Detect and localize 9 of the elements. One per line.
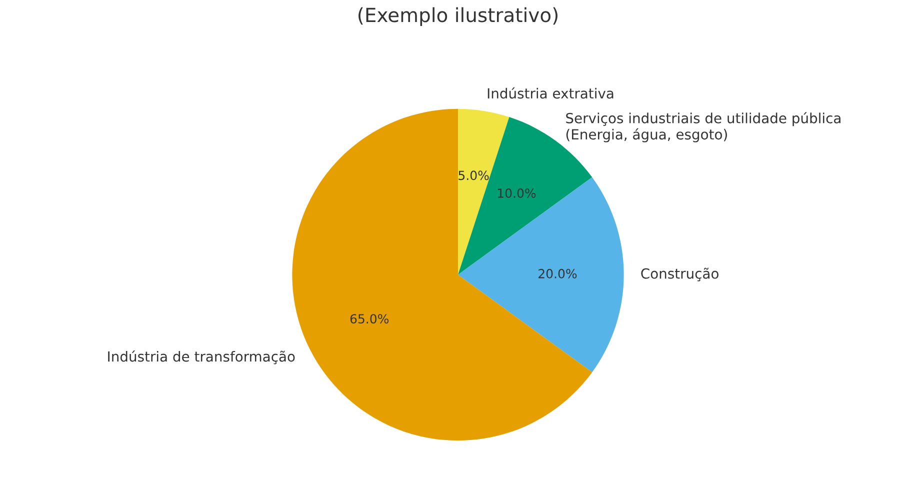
chart-title: (Exemplo ilustrativo) <box>358 7 558 26</box>
data-label: 5.0% <box>458 170 489 180</box>
data-label: 65.0% <box>350 314 389 324</box>
data-label: 10.0% <box>498 188 536 198</box>
slice-label: Construção <box>641 268 718 282</box>
data-label: 20.0% <box>538 268 577 278</box>
slice-label: Serviços industriais de utilidade pública (Energia, água, esgoto) <box>566 112 840 142</box>
slice-label: Indústria de transformação <box>108 350 295 364</box>
slice-label: Indústria extrativa <box>488 87 614 99</box>
